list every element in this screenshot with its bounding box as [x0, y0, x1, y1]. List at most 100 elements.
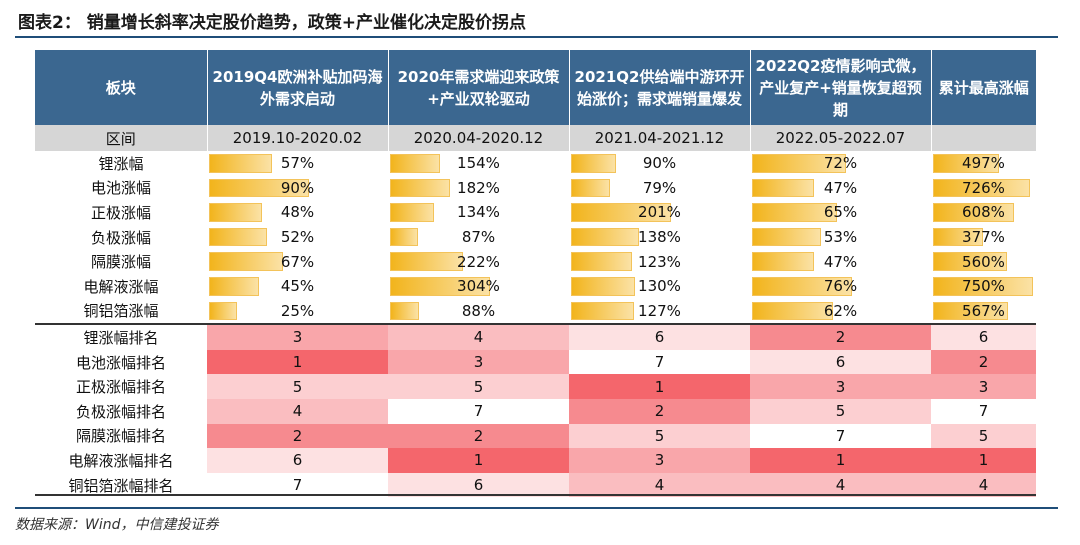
- value-cell-value: 182%: [457, 178, 500, 197]
- value-cell-value: 45%: [280, 277, 315, 296]
- header-period-2: 2020年需求端迎来政策+产业双轮驱动: [387, 50, 569, 125]
- value-cell-value: 134%: [457, 203, 500, 222]
- rank-cell: 2: [750, 323, 931, 350]
- rank-cell: 6: [931, 323, 1036, 350]
- value-cell: 201%: [569, 200, 750, 225]
- value-cell-value: 222%: [457, 252, 500, 271]
- rank-cell: 2: [388, 423, 569, 449]
- value-row: 铜铝箔涨幅 25% 88% 127% 62% 567%: [35, 299, 1036, 325]
- rank-cell: 3: [569, 448, 750, 473]
- cumulative-cell-value: 497%: [962, 154, 1005, 173]
- rank-cell: 1: [207, 349, 388, 375]
- cumulative-cell: 726%: [931, 176, 1036, 201]
- value-cell: 45%: [207, 274, 388, 299]
- cumulative-cell-bar: [933, 252, 1008, 271]
- value-cell-value: 47%: [823, 178, 858, 197]
- value-cell: 88%: [388, 299, 569, 325]
- header-period-1: 2019Q4欧洲补贴加码海外需求启动: [206, 50, 388, 125]
- value-cell: 138%: [569, 225, 750, 250]
- value-cell-bar: [209, 276, 259, 296]
- cumulative-cell-bar: [933, 178, 1030, 198]
- value-cell-bar: [390, 154, 441, 173]
- range-period-2: 2020.04-2020.12: [387, 125, 569, 151]
- value-cell-value: 67%: [280, 252, 315, 271]
- value-cell-bar: [390, 203, 434, 222]
- rank-row-label: 负极涨幅排名: [75, 402, 166, 421]
- table-bottom-rule: [35, 494, 1036, 496]
- header-row: 板块 2019Q4欧洲补贴加码海外需求启动 2020年需求端迎来政策+产业双轮驱…: [35, 50, 1036, 125]
- cumulative-cell-value: 726%: [962, 178, 1005, 197]
- row-label: 隔膜涨幅: [90, 253, 151, 272]
- rank-cell: 7: [569, 349, 750, 375]
- row-label: 铜铝箔涨幅: [83, 302, 159, 321]
- value-cell: 76%: [750, 274, 931, 299]
- rank-row: 负极涨幅排名 4 7 2 5 7: [35, 398, 1036, 424]
- value-cell: 25%: [207, 299, 388, 325]
- rank-cell: 1: [388, 448, 569, 473]
- range-period-1: 2019.10-2020.02: [206, 125, 388, 151]
- rank-cell: 7: [931, 398, 1036, 424]
- cumulative-cell-bar: [933, 227, 984, 247]
- rank-cell: 6: [569, 323, 750, 350]
- cumulative-cell-value: 567%: [962, 301, 1005, 320]
- title-rule: [15, 36, 1058, 38]
- value-cell-bar: [571, 301, 634, 321]
- rank-cell: 6: [750, 349, 931, 375]
- header-period-3: 2021Q2供给端中游环开始涨价；需求端销量爆发: [568, 50, 750, 125]
- rank-row-label: 锂涨幅排名: [35, 323, 207, 350]
- value-cell-bar: [752, 154, 847, 173]
- rank-cell: 4: [931, 472, 1036, 498]
- value-cell-bar: [571, 203, 671, 222]
- rank-row-label: 电池涨幅排名: [75, 353, 166, 372]
- rank-row: 锂涨幅排名 3 4 6 2 6: [35, 323, 1036, 350]
- rank-cell: 7: [750, 423, 931, 449]
- rank-cell: 4: [207, 398, 388, 424]
- rank-cell: 5: [569, 423, 750, 449]
- value-cell-bar: [571, 154, 616, 173]
- source-rule: [15, 507, 1058, 509]
- rank-cell: 1: [569, 374, 750, 399]
- rank-cell: 7: [388, 398, 569, 424]
- value-cell-value: 25%: [280, 301, 315, 320]
- rank-cell: 3: [931, 374, 1036, 399]
- figure-title: 图表2： 销量增长斜率决定股价趋势，政策+产业催化决定股价拐点: [18, 13, 526, 33]
- rank-cell: 3: [388, 349, 569, 375]
- rank-cell: 5: [207, 374, 388, 399]
- rank-cell: 4: [750, 472, 931, 498]
- value-cell-bar: [390, 276, 490, 296]
- rank-cell: 5: [388, 374, 569, 399]
- value-cell-value: 65%: [823, 203, 858, 222]
- rank-row: 电池涨幅排名 1 3 7 6 2: [35, 349, 1036, 375]
- rank-cell: 4: [569, 472, 750, 498]
- value-cell-bar: [752, 203, 838, 222]
- rank-row-label: 正极涨幅排名: [75, 378, 166, 397]
- value-cell: 304%: [388, 274, 569, 299]
- cumulative-cell: 497%: [931, 151, 1036, 176]
- value-row: 正极涨幅 48% 134% 201% 65% 608%: [35, 200, 1036, 225]
- value-cell: 127%: [569, 299, 750, 325]
- value-cell-bar: [571, 252, 632, 271]
- value-cell-value: 123%: [638, 252, 681, 271]
- value-cell-bar: [390, 178, 450, 198]
- rank-cell: 2: [569, 398, 750, 424]
- value-cell: 123%: [569, 249, 750, 274]
- row-label: 电池涨幅: [90, 179, 151, 198]
- rank-cell: 7: [207, 472, 388, 498]
- header-cumulative: 累计最高涨幅: [930, 50, 1036, 125]
- value-cell-bar: [390, 252, 463, 271]
- rank-row-label: 隔膜涨幅排名: [75, 427, 166, 446]
- rank-cell: 1: [750, 448, 931, 473]
- value-cell: 154%: [388, 151, 569, 176]
- value-cell-value: 127%: [638, 301, 681, 320]
- value-cell: 47%: [750, 249, 931, 274]
- cumulative-cell-bar: [933, 276, 1033, 296]
- range-period-3: 2021.04-2021.12: [568, 125, 750, 151]
- value-cell-bar: [390, 227, 419, 247]
- value-cell-bar: [752, 301, 834, 321]
- value-cell: 47%: [750, 176, 931, 201]
- value-cell-value: 201%: [638, 203, 681, 222]
- row-label: 负极涨幅: [90, 228, 151, 247]
- value-cell-bar: [752, 252, 814, 271]
- range-cumulative: [930, 125, 1036, 151]
- value-cell-value: 57%: [280, 154, 315, 173]
